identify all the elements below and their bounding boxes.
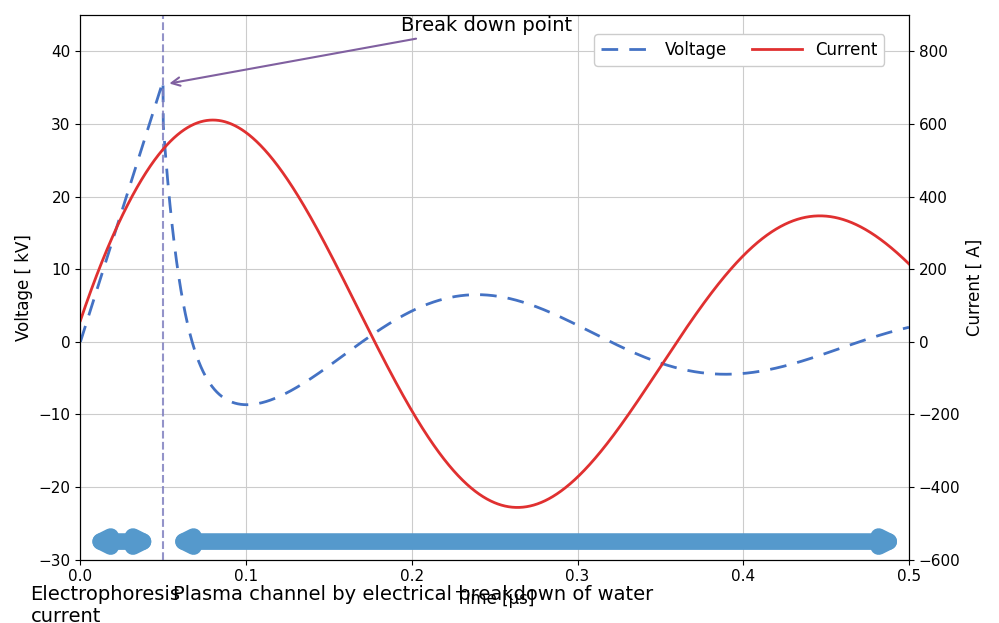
Voltage [74, 338, 86, 346]
Voltage [219, 394, 231, 402]
Legend: Voltage, Current: Voltage, Current [594, 34, 884, 65]
Current [429, 442, 441, 450]
Current [511, 504, 523, 511]
Current [169, 133, 181, 141]
Voltage [429, 298, 441, 305]
Line: Voltage: Voltage [80, 81, 909, 405]
X-axis label: Time [μs]: Time [μs] [456, 590, 533, 608]
Voltage [241, 401, 253, 409]
Text: Plasma channel by electrical breakdown of water: Plasma channel by electrical breakdown o… [173, 584, 653, 604]
Current [74, 317, 86, 325]
Current [887, 245, 899, 253]
Current [798, 214, 810, 221]
Y-axis label: Voltage [ kV]: Voltage [ kV] [15, 234, 33, 341]
Voltage [903, 323, 915, 331]
Line: Current: Current [80, 120, 909, 508]
Text: Electrophoresis
current: Electrophoresis current [30, 584, 181, 623]
Y-axis label: Current [ A]: Current [ A] [966, 239, 984, 336]
Voltage [157, 77, 169, 85]
Voltage [887, 328, 899, 335]
Current [903, 260, 915, 268]
Current [207, 117, 219, 124]
Voltage [393, 314, 405, 321]
Text: Break down point: Break down point [172, 16, 572, 86]
Current [393, 383, 405, 391]
Current [219, 118, 231, 125]
Voltage [798, 357, 810, 364]
Voltage [169, 247, 181, 255]
